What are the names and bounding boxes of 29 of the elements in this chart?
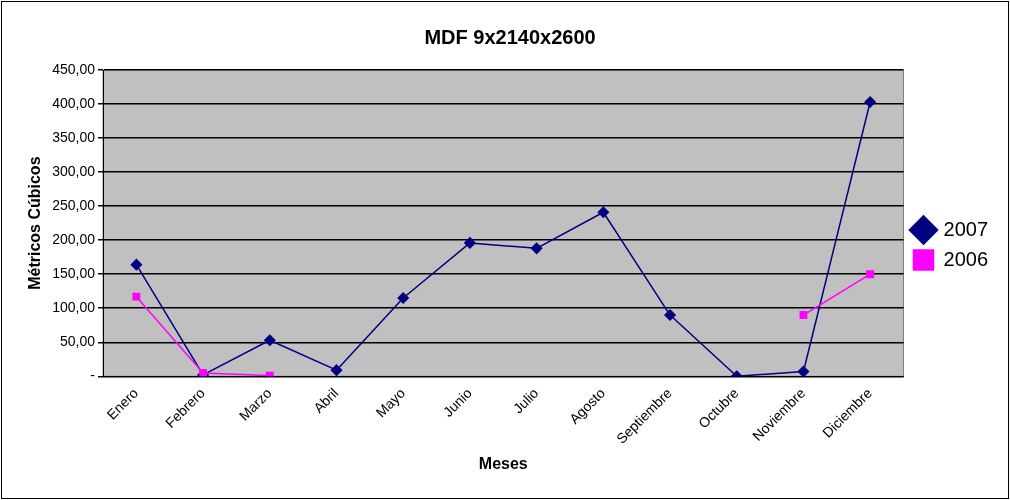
y-tick-label: 400,00 bbox=[52, 94, 96, 111]
point bbox=[397, 292, 409, 304]
point bbox=[799, 311, 808, 319]
x-tick-label: Julio bbox=[509, 384, 542, 417]
legend-label: 2007 bbox=[943, 217, 989, 240]
chart-title: MDF 9x2140x2600 bbox=[424, 25, 596, 48]
y-tick-label: 100,00 bbox=[52, 299, 96, 316]
legend-label: 2006 bbox=[943, 247, 989, 270]
point bbox=[530, 242, 543, 255]
point bbox=[464, 237, 476, 249]
point bbox=[664, 309, 676, 321]
point bbox=[866, 270, 875, 279]
y-tick-label: 300,00 bbox=[52, 162, 96, 179]
y-axis-title: Métricos Cúbicos bbox=[26, 156, 44, 290]
point bbox=[864, 96, 876, 108]
y-tick-label: 350,00 bbox=[52, 128, 96, 145]
y-tick-label: 200,00 bbox=[52, 231, 96, 248]
point bbox=[597, 206, 610, 219]
y-tick-label: 250,00 bbox=[52, 196, 96, 213]
y-tick-label: 150,00 bbox=[52, 265, 96, 282]
y-tick-label: 450,00 bbox=[52, 60, 96, 77]
point bbox=[264, 334, 276, 346]
point bbox=[797, 365, 810, 377]
point bbox=[130, 258, 143, 271]
x-axis-title: Meses bbox=[478, 454, 528, 472]
point bbox=[132, 292, 141, 301]
y-tick-label: 50,00 bbox=[59, 333, 96, 350]
y-tick-label: - bbox=[90, 367, 96, 384]
point bbox=[330, 364, 343, 376]
